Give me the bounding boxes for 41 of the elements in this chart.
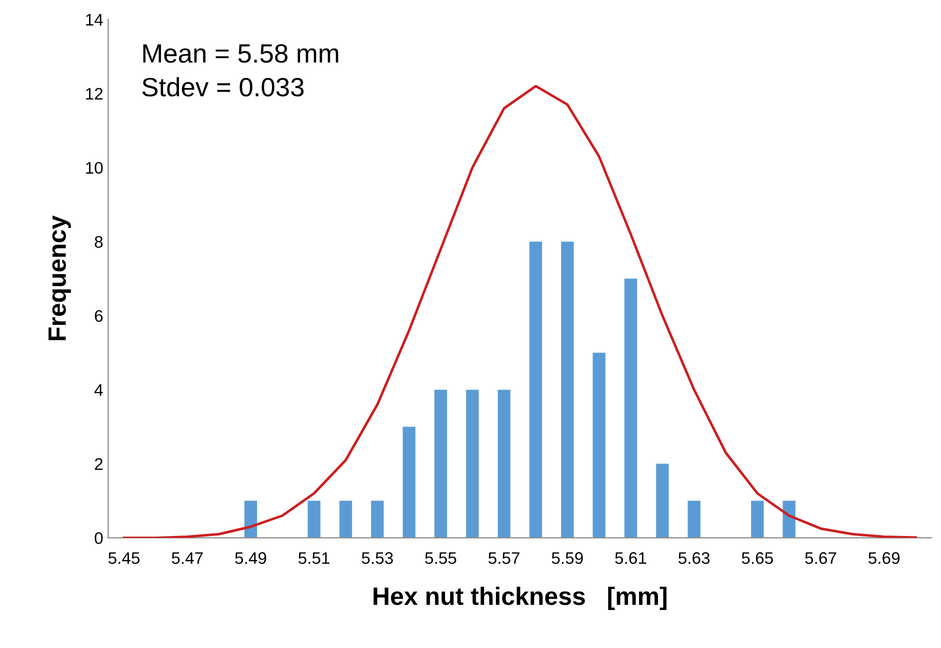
annotation: Stdev = 0.033 xyxy=(142,77,304,97)
x-tick-label: 5.57 xyxy=(488,552,520,564)
bar xyxy=(402,426,416,538)
x-tick-label: 5.51 xyxy=(298,552,330,564)
x-tick-label: 5.47 xyxy=(172,552,203,564)
bar xyxy=(561,242,574,538)
bar xyxy=(782,500,796,538)
y-tick-label: 2 xyxy=(94,458,103,470)
bar xyxy=(592,352,606,538)
y-tick-label: 6 xyxy=(94,310,103,322)
bar xyxy=(688,500,700,538)
x-tick-label: 5.55 xyxy=(425,552,456,564)
bar xyxy=(434,390,448,538)
x-tick-label: 5.67 xyxy=(805,552,836,564)
x-tick-label: 5.63 xyxy=(678,552,710,564)
x-tick-label: 5.49 xyxy=(235,552,266,564)
x-axis-title: Hex nut thickness [mm] xyxy=(374,586,666,610)
x-tick-label: 5.53 xyxy=(362,552,393,564)
y-tick-label: 4 xyxy=(94,384,103,396)
y-axis-title: Frequency xyxy=(48,216,71,340)
x-tick-label: 5.45 xyxy=(108,552,140,564)
bar xyxy=(624,278,638,538)
x-tick-label: 5.61 xyxy=(615,552,646,564)
x-tick-label: 5.69 xyxy=(868,552,900,564)
y-tick-label: 0 xyxy=(94,532,103,544)
bar xyxy=(529,242,542,538)
bar xyxy=(751,500,764,538)
bar xyxy=(339,500,352,538)
y-tick-label: 12 xyxy=(86,88,103,100)
bar xyxy=(244,500,258,538)
x-tick-label: 5.65 xyxy=(742,552,773,564)
x-tick-label: 5.59 xyxy=(552,552,583,564)
bar xyxy=(371,500,384,538)
bar xyxy=(466,390,479,538)
bar xyxy=(308,500,320,538)
bar xyxy=(498,390,510,538)
bar xyxy=(656,464,669,538)
annotation: Mean = 5.58 mm xyxy=(143,44,338,63)
y-tick-label: 14 xyxy=(86,14,103,26)
y-tick-label: 10 xyxy=(86,162,103,174)
y-tick-label: 8 xyxy=(94,236,103,248)
